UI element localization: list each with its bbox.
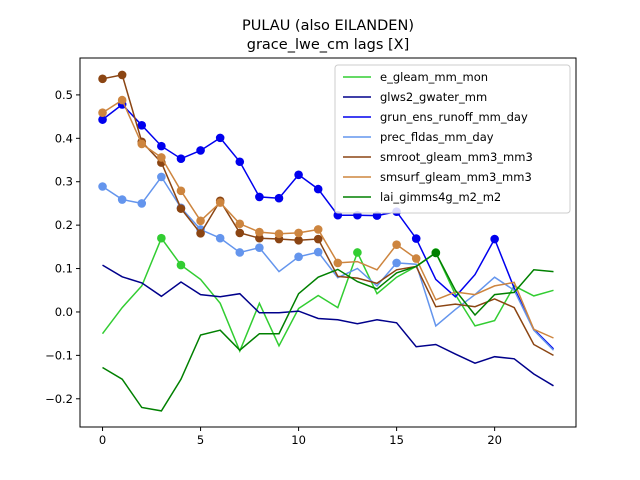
data-point-prec_fldas_mm_day-8 <box>255 243 264 253</box>
chart-subtitle: grace_lwe_cm lags [X] <box>247 37 410 53</box>
data-point-smsurf_gleam_mm3_mm3-8 <box>255 227 264 237</box>
data-point-grun_ens_runoff_mm_day-20 <box>490 234 499 244</box>
y-tick-label: 0.0 <box>55 305 73 319</box>
data-point-grun_ens_runoff_mm_day-8 <box>255 192 264 202</box>
series-line-lai_gimms4g_m2_m2 <box>102 251 554 412</box>
x-tick-label: 10 <box>291 433 306 447</box>
data-point-grun_ens_runoff_mm_day-5 <box>196 146 205 155</box>
data-point-grun_ens_runoff_mm_day-9 <box>274 193 284 203</box>
data-point-smroot_gleam_mm3_mm3-1 <box>117 70 127 80</box>
data-point-grun_ens_runoff_mm_day-7 <box>235 157 245 167</box>
data-point-smsurf_gleam_mm3_mm3-0 <box>98 108 107 117</box>
data-point-smsurf_gleam_mm3_mm3-5 <box>196 216 205 226</box>
data-point-smsurf_gleam_mm3_mm3-4 <box>176 186 186 196</box>
y-tick-label: −0.2 <box>45 392 73 406</box>
data-point-grun_ens_runoff_mm_day-0 <box>98 115 107 124</box>
series-line-smsurf_gleam_mm3_mm3 <box>102 98 554 339</box>
y-tick-label: −0.1 <box>45 348 73 362</box>
data-point-smsurf_gleam_mm3_mm3-11 <box>313 225 323 234</box>
legend-label-grun_ens_runoff_mm_day: grun_ens_runoff_mm_day <box>380 110 528 124</box>
axis-ticks: 0 5 10 15 20 −0.2 −0.1 0.0 0.1 0.2 0.3 0.4 0.5 <box>45 88 502 447</box>
x-tick-label: 20 <box>487 433 502 447</box>
legend-label-prec_fldas_mm_day: prec_fldas_mm_day <box>380 130 494 144</box>
data-point-prec_fldas_mm_day-2 <box>137 199 147 208</box>
y-tick-label: 0.1 <box>55 262 73 276</box>
data-point-grun_ens_runoff_mm_day-6 <box>215 133 225 143</box>
x-tick-label: 0 <box>99 433 106 447</box>
data-point-smsurf_gleam_mm3_mm3-6 <box>215 198 225 207</box>
data-point-smsurf_gleam_mm3_mm3-9 <box>274 229 284 239</box>
series-line-smroot_gleam_mm3_mm3 <box>102 74 554 357</box>
legend-label-smroot_gleam_mm3_mm3: smroot_gleam_mm3_mm3 <box>380 150 533 164</box>
data-point-smroot_gleam_mm3_mm3-0 <box>98 74 107 84</box>
data-point-prec_fldas_mm_day-3 <box>157 172 166 182</box>
y-tick-label: 0.2 <box>55 218 73 232</box>
data-point-e_gleam_mm_mon-3 <box>157 233 166 243</box>
data-point-smsurf_gleam_mm3_mm3-3 <box>157 153 166 162</box>
legend-label-glws2_gwater_mm: glws2_gwater_mm <box>380 90 487 104</box>
legend-label-lai_gimms4g_m2_m2: lai_gimms4g_m2_m2 <box>380 190 501 204</box>
data-point-prec_fldas_mm_day-0 <box>98 182 107 191</box>
data-point-smroot_gleam_mm3_mm3-4 <box>176 204 186 213</box>
data-point-grun_ens_runoff_mm_day-2 <box>137 120 147 130</box>
axes-frame <box>79 57 577 428</box>
data-point-smroot_gleam_mm3_mm3-10 <box>294 236 303 245</box>
plot-area <box>98 70 555 412</box>
data-point-smsurf_gleam_mm3_mm3-1 <box>117 95 127 105</box>
data-point-prec_fldas_mm_day-15 <box>392 258 401 268</box>
data-point-grun_ens_runoff_mm_day-4 <box>176 154 186 164</box>
data-point-smroot_gleam_mm3_mm3-7 <box>235 228 245 238</box>
data-point-smsurf_gleam_mm3_mm3-15 <box>392 240 401 249</box>
data-point-smsurf_gleam_mm3_mm3-2 <box>137 139 147 149</box>
data-point-smsurf_gleam_mm3_mm3-12 <box>333 258 343 268</box>
x-tick-label: 15 <box>389 433 404 447</box>
data-point-prec_fldas_mm_day-10 <box>294 252 303 262</box>
data-point-smsurf_gleam_mm3_mm3-7 <box>235 219 245 229</box>
data-point-smsurf_gleam_mm3_mm3-16 <box>411 254 421 263</box>
data-point-smroot_gleam_mm3_mm3-8 <box>255 233 264 243</box>
data-point-lai_gimms4g_m2_m2-17 <box>431 248 441 258</box>
series-line-glws2_gwater_mm <box>102 264 554 387</box>
data-point-prec_fldas_mm_day-11 <box>313 247 323 257</box>
x-tick-label: 5 <box>197 433 204 447</box>
data-point-smroot_gleam_mm3_mm3-5 <box>196 229 205 238</box>
chart-title: PULAU (also EILANDEN) <box>242 18 414 34</box>
series-line-e_gleam_mm_mon <box>101 236 554 353</box>
legend: e_gleam_mm_mon glws2_gwater_mm grun_ens_ru… <box>334 64 571 214</box>
data-point-grun_ens_runoff_mm_day-16 <box>411 234 421 243</box>
legend-box <box>334 64 571 214</box>
data-point-e_gleam_mm_mon-13 <box>353 248 362 257</box>
y-tick-label: 0.3 <box>55 175 73 189</box>
data-point-prec_fldas_mm_day-7 <box>235 248 245 257</box>
data-point-smroot_gleam_mm3_mm3-11 <box>313 234 323 244</box>
data-point-smsurf_gleam_mm3_mm3-10 <box>294 228 303 238</box>
data-point-grun_ens_runoff_mm_day-11 <box>313 184 323 194</box>
legend-label-smsurf_gleam_mm3_mm3: smsurf_gleam_mm3_mm3 <box>380 170 532 184</box>
data-point-prec_fldas_mm_day-1 <box>117 195 127 204</box>
legend-label-e_gleam_mm_mon: e_gleam_mm_mon <box>380 70 488 84</box>
y-tick-label: 0.4 <box>55 131 73 145</box>
data-point-e_gleam_mm_mon-4 <box>176 260 186 270</box>
y-tick-label: 0.5 <box>55 88 73 102</box>
data-point-prec_fldas_mm_day-6 <box>215 233 225 243</box>
data-point-grun_ens_runoff_mm_day-3 <box>157 141 166 151</box>
data-point-grun_ens_runoff_mm_day-10 <box>294 170 303 180</box>
